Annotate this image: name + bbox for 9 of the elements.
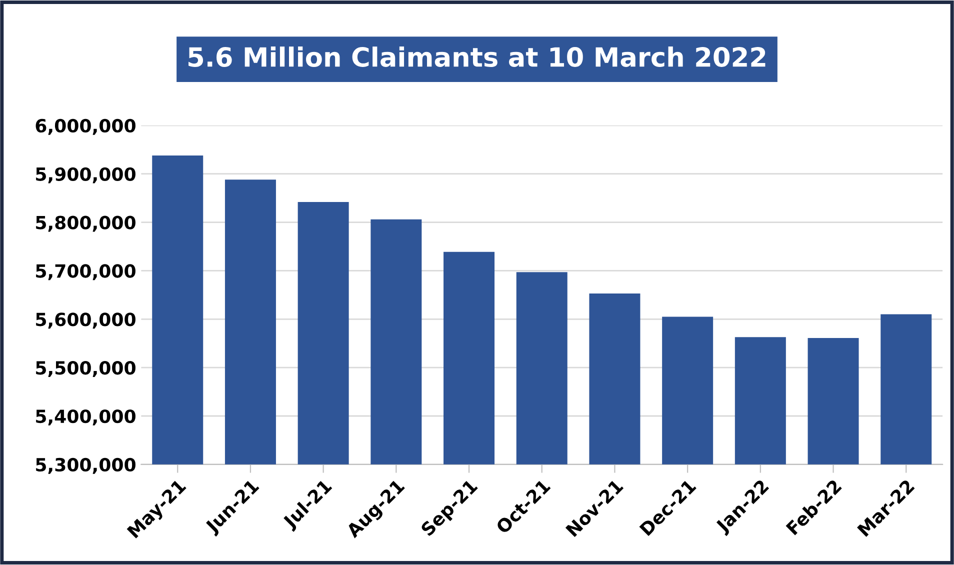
y-tick-label: 5,600,000 (36, 312, 136, 329)
y-tick-label: 5,700,000 (36, 264, 136, 280)
chart-title: 5.6 Million Claimants at 10 March 2022 (188, 46, 766, 67)
y-tick-label: 5,300,000 (36, 458, 136, 474)
y-tick-label: 5,400,000 (36, 409, 136, 426)
y-tick-label: 6,000,000 (36, 118, 136, 135)
y-tick-label: 5,800,000 (36, 216, 136, 232)
y-tick-label: 5,900,000 (36, 167, 136, 184)
y-tick-label: 5,500,000 (36, 361, 136, 377)
